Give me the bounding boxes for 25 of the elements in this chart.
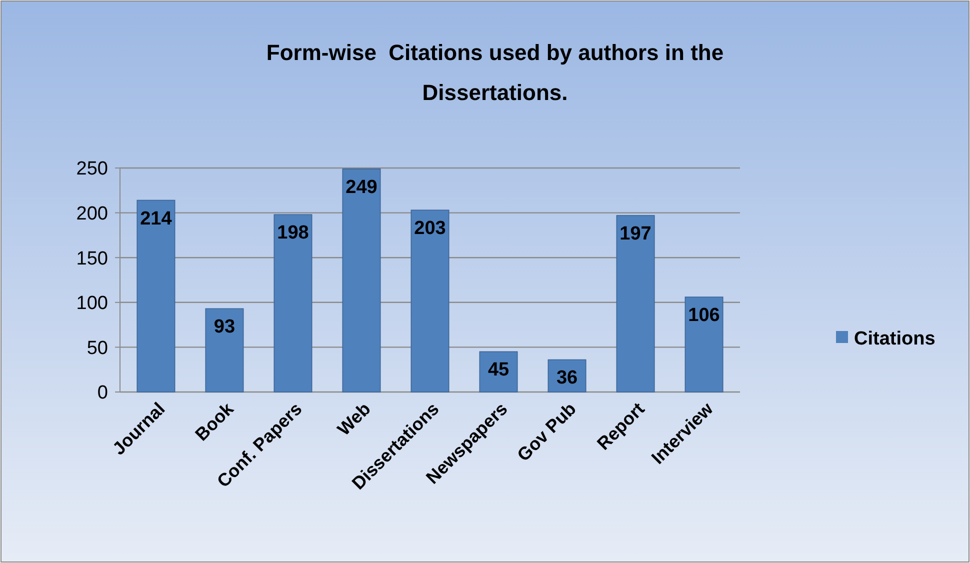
y-tick-label: 200 xyxy=(76,203,108,224)
bar xyxy=(616,215,655,392)
data-label: 45 xyxy=(488,360,510,381)
bar xyxy=(274,214,312,392)
y-tick-label: 100 xyxy=(76,293,108,314)
bar xyxy=(342,168,381,392)
y-tick-label: 150 xyxy=(76,248,108,270)
data-label: 249 xyxy=(346,176,378,198)
data-label: 93 xyxy=(214,316,236,338)
data-label: 197 xyxy=(620,223,652,244)
bar xyxy=(205,308,244,392)
data-label: 214 xyxy=(140,208,172,230)
y-tick-label: 250 xyxy=(76,158,108,180)
y-tick-label: 0 xyxy=(97,382,108,404)
bar xyxy=(684,296,724,392)
y-tick-label: 50 xyxy=(86,338,108,359)
bar xyxy=(136,200,176,392)
data-label: 198 xyxy=(277,222,309,244)
text: Citations xyxy=(854,328,936,350)
data-label: 106 xyxy=(688,305,720,326)
bar xyxy=(410,210,450,392)
data-label: 36 xyxy=(556,368,578,389)
data-label: 203 xyxy=(414,218,446,240)
x-tick-label: Gov Pub xyxy=(513,398,580,466)
chart-title: Form-wise Citations used by authors in the Dissertations. xyxy=(266,40,724,105)
